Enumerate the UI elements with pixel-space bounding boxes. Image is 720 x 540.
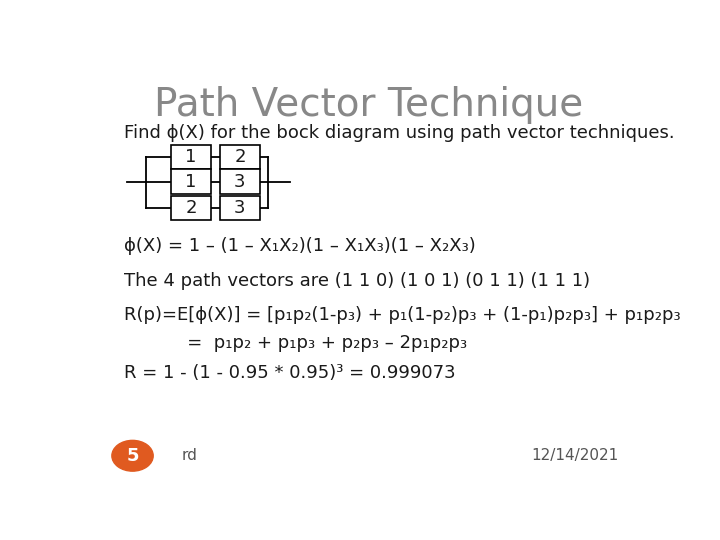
Text: 2: 2 [185, 199, 197, 217]
Text: =  p₁p₂ + p₁p₃ + p₂p₃ – 2p₁p₂p₃: = p₁p₂ + p₁p₃ + p₂p₃ – 2p₁p₂p₃ [125, 334, 467, 352]
Text: 1: 1 [185, 148, 197, 166]
FancyBboxPatch shape [220, 145, 261, 170]
Text: 2: 2 [234, 148, 246, 166]
FancyBboxPatch shape [171, 145, 212, 170]
Text: rd: rd [181, 448, 197, 463]
Text: 5: 5 [126, 447, 139, 465]
Text: Path Vector Technique: Path Vector Technique [154, 86, 584, 124]
FancyBboxPatch shape [171, 170, 212, 194]
Text: ϕ(X) = 1 – (1 – X₁X₂)(1 – X₁X₃)(1 – X₂X₃): ϕ(X) = 1 – (1 – X₁X₂)(1 – X₁X₃)(1 – X₂X₃… [125, 238, 476, 255]
Text: R = 1 - (1 - 0.95 * 0.95)³ = 0.999073: R = 1 - (1 - 0.95 * 0.95)³ = 0.999073 [125, 364, 456, 382]
Text: 3: 3 [234, 173, 246, 191]
Text: The 4 path vectors are (1 1 0) (1 0 1) (0 1 1) (1 1 1): The 4 path vectors are (1 1 0) (1 0 1) (… [125, 272, 590, 290]
Text: 3: 3 [234, 199, 246, 217]
FancyBboxPatch shape [220, 170, 261, 194]
FancyBboxPatch shape [220, 195, 261, 220]
FancyBboxPatch shape [171, 195, 212, 220]
Text: Find ϕ(X) for the bock diagram using path vector techniques.: Find ϕ(X) for the bock diagram using pat… [125, 124, 675, 142]
Text: R(p)=E[ϕ(X)] = [p₁p₂(1-p₃) + p₁(1-p₂)p₃ + (1-p₁)p₂p₃] + p₁p₂p₃: R(p)=E[ϕ(X)] = [p₁p₂(1-p₃) + p₁(1-p₂)p₃ … [125, 306, 681, 324]
Text: 12/14/2021: 12/14/2021 [532, 448, 619, 463]
Text: 1: 1 [185, 173, 197, 191]
Circle shape [112, 441, 153, 471]
